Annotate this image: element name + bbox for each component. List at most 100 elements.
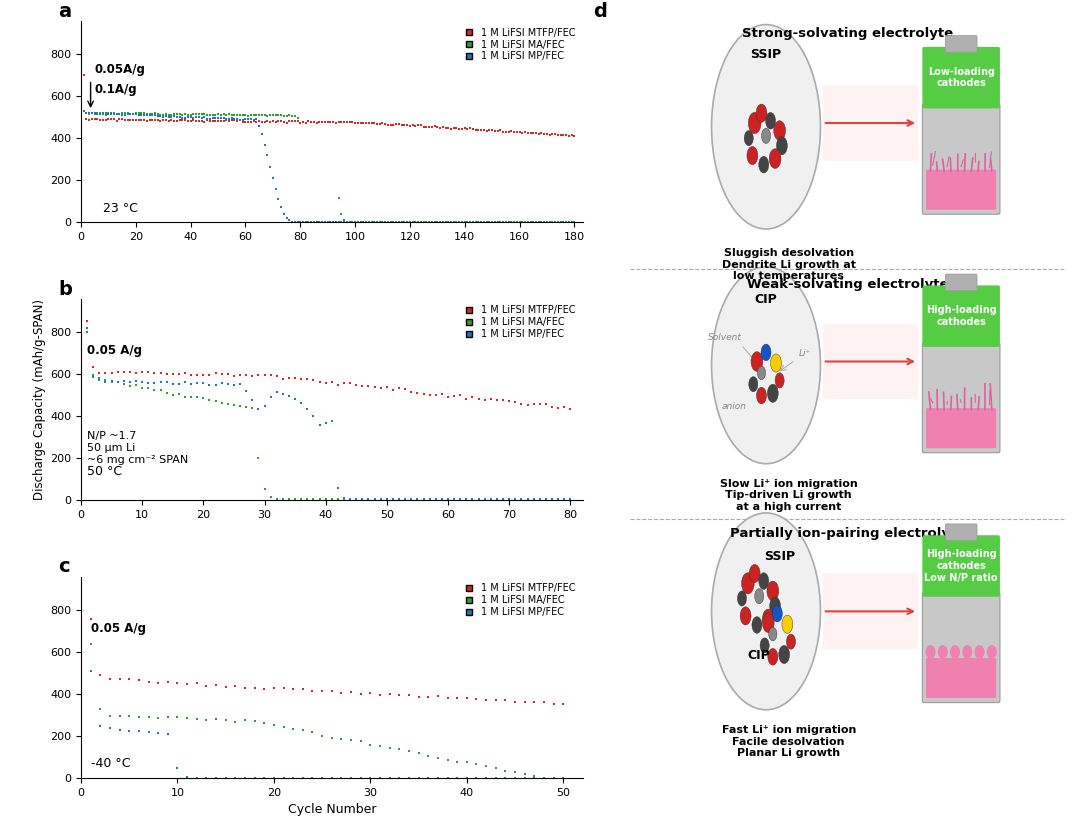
Point (218, 111, 235, 125)
Point (368, 117, 386, 131)
Point (121, 724, 138, 737)
Point (366, 215, 383, 229)
Point (352, 215, 369, 229)
Point (302, 115, 320, 128)
Point (247, 108, 265, 121)
Point (538, 128, 555, 141)
Point (102, 709, 119, 722)
Point (89, 106, 106, 119)
Point (140, 107, 158, 121)
Point (360, 493, 377, 506)
Point (238, 384, 255, 398)
Point (525, 215, 542, 229)
Point (477, 693, 495, 706)
Point (368, 215, 386, 229)
Point (536, 770, 553, 784)
Point (278, 109, 295, 122)
Point (545, 770, 563, 784)
Ellipse shape (712, 267, 821, 463)
Point (86, 107, 104, 121)
Point (185, 114, 202, 127)
Point (440, 121, 457, 135)
Point (234, 115, 252, 128)
Point (468, 758, 485, 771)
Point (509, 215, 526, 229)
Point (121, 673, 138, 686)
Point (84, 360, 102, 374)
Point (238, 400, 255, 414)
Point (138, 109, 156, 122)
Point (226, 378, 243, 391)
Point (354, 379, 372, 393)
Text: 0.05A/g: 0.05A/g (95, 63, 146, 77)
Point (478, 124, 496, 137)
Point (105, 112, 122, 126)
Point (134, 375, 151, 389)
Point (275, 770, 293, 784)
Point (102, 672, 119, 686)
Ellipse shape (950, 645, 960, 659)
Point (333, 215, 350, 229)
Text: -40 °C: -40 °C (91, 757, 131, 770)
Point (415, 215, 432, 229)
Point (199, 113, 216, 126)
Point (131, 711, 148, 724)
Point (420, 749, 437, 762)
Point (183, 378, 200, 391)
Point (486, 125, 503, 138)
Point (210, 111, 227, 125)
Point (103, 113, 120, 126)
Point (295, 215, 312, 229)
Point (366, 493, 383, 506)
Point (514, 215, 531, 229)
Point (131, 725, 148, 738)
Point (354, 215, 372, 229)
Point (292, 215, 309, 229)
Point (379, 215, 396, 229)
Point (537, 398, 554, 411)
Point (388, 117, 405, 131)
Point (420, 770, 437, 784)
Point (195, 111, 213, 124)
Point (491, 124, 509, 137)
Point (127, 367, 145, 380)
Circle shape (738, 591, 746, 606)
Point (295, 116, 312, 129)
FancyBboxPatch shape (922, 592, 1000, 702)
Point (476, 493, 494, 506)
Point (384, 118, 402, 131)
Point (434, 121, 451, 134)
Point (393, 118, 410, 131)
Point (303, 770, 321, 784)
Point (256, 482, 273, 495)
Point (124, 114, 141, 127)
Point (366, 116, 383, 129)
Ellipse shape (974, 645, 985, 659)
Point (165, 114, 183, 127)
Point (461, 121, 478, 135)
Circle shape (779, 646, 789, 664)
Point (261, 160, 279, 173)
Point (253, 108, 270, 121)
Point (190, 111, 207, 124)
Point (454, 215, 471, 229)
Point (316, 215, 334, 229)
Point (220, 107, 238, 121)
Point (507, 395, 524, 409)
Circle shape (775, 373, 784, 388)
Point (519, 215, 537, 229)
Point (329, 481, 347, 494)
Point (171, 107, 188, 121)
Point (146, 376, 163, 389)
Point (324, 215, 341, 229)
Point (171, 367, 188, 380)
FancyBboxPatch shape (922, 535, 1000, 597)
Point (313, 770, 330, 784)
Point (482, 493, 499, 506)
FancyBboxPatch shape (945, 274, 977, 290)
Point (429, 690, 446, 703)
Point (327, 215, 345, 229)
Point (207, 713, 225, 726)
Circle shape (769, 627, 777, 641)
Point (201, 108, 218, 121)
